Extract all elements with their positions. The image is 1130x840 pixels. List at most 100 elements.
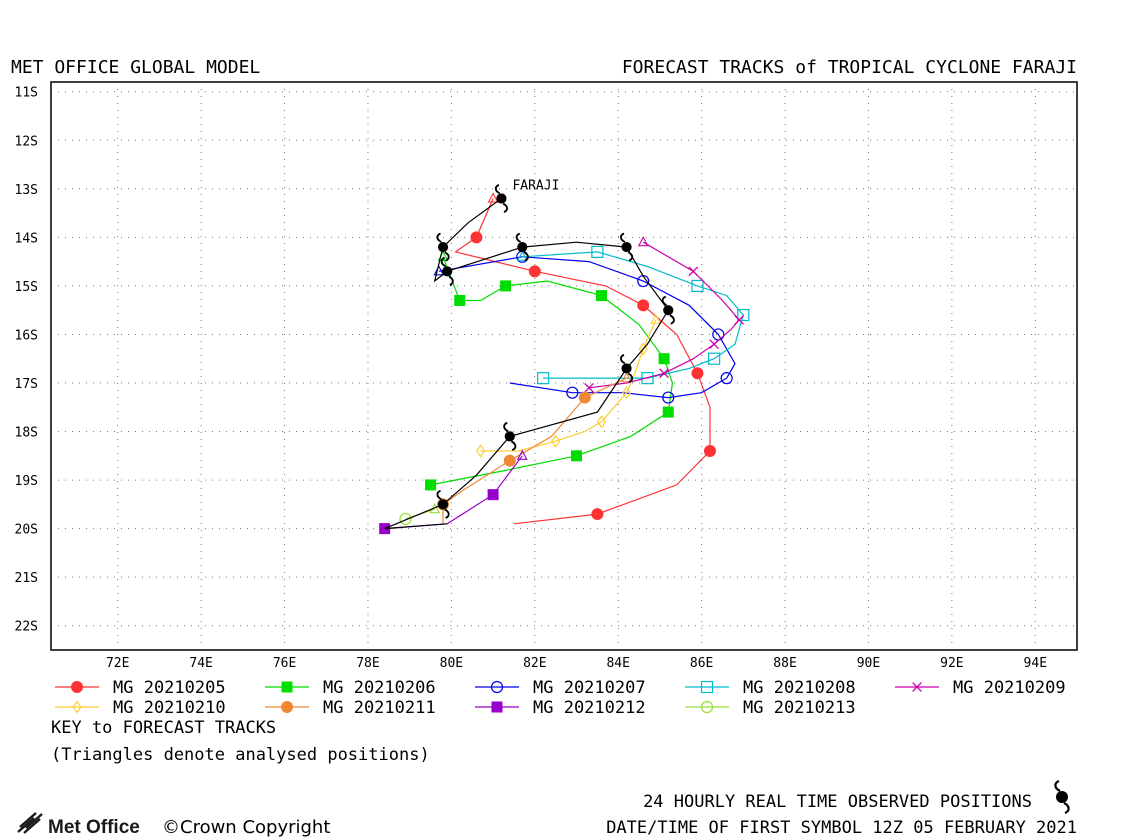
analysed-position-triangle (637, 236, 649, 247)
legend-entry: MG 20210213 (685, 698, 856, 718)
track-marker (659, 368, 669, 379)
observed-position-symbol (503, 421, 517, 451)
track-marker (720, 372, 733, 385)
forecast-track (437, 371, 632, 524)
cyclone-arm (436, 489, 442, 501)
forecast-track-line (522, 251, 744, 379)
track-marker (912, 682, 922, 692)
grid-lines (51, 82, 1077, 650)
y-tick-label: 15S (15, 280, 38, 295)
track-marker (470, 231, 483, 244)
forecast-track (516, 245, 750, 385)
copyright-text: ©Crown Copyright (162, 817, 330, 838)
y-tick-label: 14S (15, 231, 38, 246)
cyclone-core (437, 499, 449, 510)
x-tick-label: 92E (940, 656, 963, 671)
x-tick-label: 94E (1024, 656, 1047, 671)
cyclone-arm (1054, 779, 1061, 792)
track-marker (500, 280, 512, 292)
legend-entry: MG 20210210 (55, 698, 226, 718)
storm-label: FARAJI (512, 179, 559, 194)
legend-label: MG 20210212 (533, 698, 646, 718)
track-marker (425, 479, 437, 491)
track-marker (487, 489, 499, 501)
forecast-track (584, 236, 745, 393)
datetime-note: DATE/TIME OF FIRST SYMBOL 12Z 05 FEBRUAR… (606, 818, 1077, 838)
observed-position-symbol (661, 295, 675, 325)
legend-entry: MG 20210208 (685, 678, 856, 698)
legend-entry: MG 20210206 (265, 678, 436, 698)
track-marker (566, 386, 579, 399)
observed-position-symbol (620, 232, 634, 262)
cyclone-arm (440, 256, 446, 268)
analysed-position-triangle (516, 449, 528, 460)
cyclone-core (621, 241, 632, 253)
legend-entry: MG 20210211 (265, 698, 436, 718)
analysed-position-triangle (621, 371, 632, 383)
cyclone-core (621, 363, 632, 374)
key-title: KEY to FORECAST TRACKS (51, 718, 276, 738)
track-marker (737, 308, 750, 322)
y-tick-label: 11S (15, 86, 38, 101)
y-tick-label: 12S (15, 134, 38, 149)
forecast-tracks (379, 192, 750, 535)
track-marker (503, 454, 516, 467)
track-marker (734, 315, 745, 325)
track-marker (591, 508, 604, 521)
observed-track-line (384, 198, 670, 530)
cyclone-arm (620, 353, 626, 365)
cyclone-core (504, 431, 515, 442)
track-marker (700, 700, 714, 714)
x-tick-label: 86E (690, 656, 713, 671)
forecast-track-line (442, 377, 627, 524)
left-title: MET OFFICE GLOBAL MODEL (11, 57, 260, 78)
cyclone-arm (448, 275, 454, 286)
track-marker (641, 372, 654, 385)
forecast-track-line (430, 256, 674, 486)
cyclone-core (437, 241, 449, 253)
track-marker (596, 415, 607, 429)
legend-label: MG 20210210 (113, 698, 226, 718)
track-marker (688, 266, 699, 277)
forecast-track (425, 250, 674, 491)
cyclone-core (663, 305, 674, 316)
track-marker (571, 450, 583, 462)
track-marker (691, 367, 704, 380)
observed-position-symbol (494, 184, 508, 213)
forecast-track (454, 192, 716, 525)
cyclone-core (517, 241, 528, 253)
track-marker (662, 406, 674, 418)
forecast-track-line (454, 198, 711, 525)
x-tick-label: 72E (106, 656, 129, 671)
cyclone-arm (620, 232, 626, 243)
observed-position-symbol (440, 256, 454, 286)
observed-position-symbol (436, 232, 450, 262)
y-axis-ticks: 11S 12S 13S 14S 15S 16S 17S 18S 19S 20S 21S 22S (15, 86, 38, 635)
track-marker (708, 352, 721, 365)
track-marker (476, 444, 486, 458)
y-tick-label: 16S (15, 328, 38, 343)
y-tick-label: 13S (15, 183, 38, 198)
observed-position-symbol (1054, 779, 1070, 815)
observed-position-symbol (515, 232, 529, 262)
met-office-logo: Met Office (17, 812, 140, 838)
forecast-track (476, 313, 662, 458)
y-tick-label: 21S (15, 571, 38, 586)
observed-track (384, 184, 675, 530)
legend-label: MG 20210213 (743, 698, 856, 718)
cyclone-core (1056, 791, 1068, 803)
track-marker (281, 681, 293, 693)
right-title: FORECAST TRACKS of TROPICAL CYCLONE FARA… (622, 57, 1077, 78)
track-marker (658, 353, 670, 365)
legend-label: MG 20210207 (533, 678, 646, 698)
track-marker (537, 372, 550, 385)
analysed-position-triangle (433, 265, 445, 276)
cyclone-arm (515, 232, 522, 243)
track-marker (662, 391, 675, 404)
track-marker (71, 681, 83, 693)
track-marker (491, 701, 503, 713)
plot-frame (50, 81, 1078, 651)
y-tick-label: 19S (15, 474, 38, 489)
x-tick-label: 88E (773, 656, 796, 671)
